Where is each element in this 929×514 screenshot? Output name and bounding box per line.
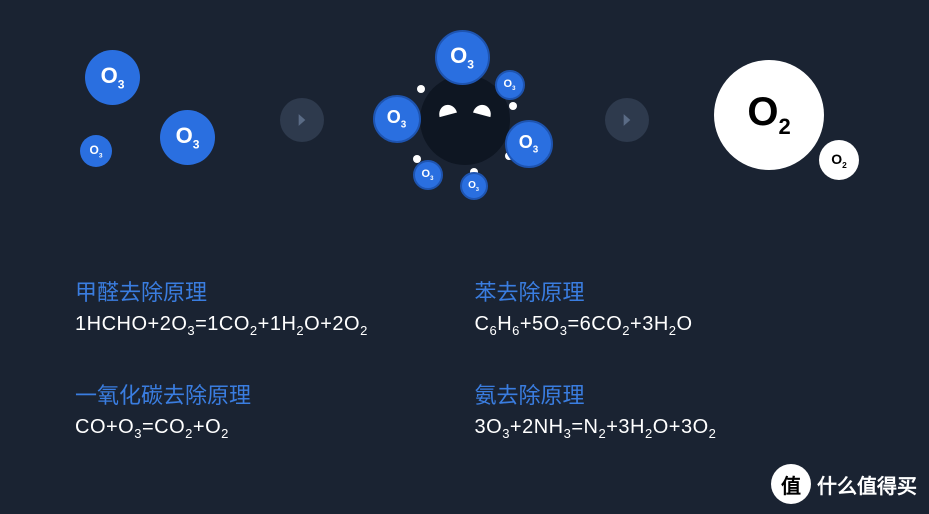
equation-block: 苯去除原理 C6H6+5O3=6CO2+3H2O	[475, 275, 855, 338]
ozone-molecule: O3	[80, 135, 112, 167]
ozone-molecule: O3	[413, 160, 443, 190]
ozone-molecule: O3	[160, 110, 215, 165]
ozone-molecule: O3	[495, 70, 525, 100]
watermark: 值 什么值得买	[771, 464, 917, 504]
equation-block: 一氧化碳去除原理 CO+O3=CO2+O2	[75, 378, 455, 441]
equation-title: 甲醛去除原理	[75, 275, 455, 307]
ozone-molecule: O3	[85, 50, 140, 105]
equation-formula: 3O3+2NH3=N2+3H2O+3O2	[475, 416, 855, 441]
reaction-diagram: O3O3O3 O3O3O3O3O3O3 O2 O2	[60, 30, 869, 210]
oxygen-molecule-large: O2	[714, 60, 824, 170]
watermark-text: 什么值得买	[817, 470, 917, 499]
equations-grid: 甲醛去除原理 1HCHO+2O3=1CO2+1H2O+2O2 苯去除原理 C6H6+5…	[75, 275, 854, 441]
stage-ozone-molecules: O3 O3 O3	[60, 40, 240, 200]
connector-dot	[509, 102, 517, 110]
ozone-molecule: O3	[505, 120, 553, 168]
arrow-right-icon	[605, 98, 649, 142]
equation-title: 氨去除原理	[475, 378, 855, 410]
stage-ozone-attack: O3O3O3O3O3O3	[365, 30, 565, 210]
equation-formula: CO+O3=CO2+O2	[75, 416, 455, 441]
equation-formula: C6H6+5O3=6CO2+3H2O	[475, 313, 855, 338]
watermark-badge: 值	[771, 464, 811, 504]
ozone-molecule: O3	[373, 95, 421, 143]
arrow-right-icon	[280, 98, 324, 142]
equation-formula: 1HCHO+2O3=1CO2+1H2O+2O2	[75, 313, 455, 338]
oxygen-molecule-small: O2	[819, 140, 859, 180]
equation-block: 甲醛去除原理 1HCHO+2O3=1CO2+1H2O+2O2	[75, 275, 455, 338]
ozone-molecule: O3	[460, 172, 488, 200]
equation-title: 一氧化碳去除原理	[75, 378, 455, 410]
ozone-molecule: O3	[435, 30, 490, 85]
equation-title: 苯去除原理	[475, 275, 855, 307]
equation-block: 氨去除原理 3O3+2NH3=N2+3H2O+3O2	[475, 378, 855, 441]
connector-dot	[417, 85, 425, 93]
stage-oxygen-result: O2 O2	[689, 40, 869, 200]
